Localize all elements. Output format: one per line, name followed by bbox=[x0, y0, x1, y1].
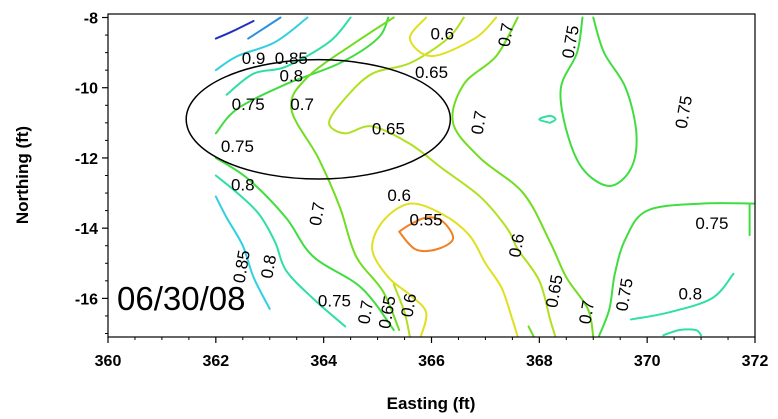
contour-label: 0.6 bbox=[398, 292, 421, 319]
contour-line-0.8 bbox=[214, 174, 347, 328]
x-tick-label: 368 bbox=[526, 353, 553, 370]
contour-label: 0.8 bbox=[257, 253, 280, 280]
contour-line-0.55 bbox=[398, 216, 455, 252]
contour-line-0.95 bbox=[214, 20, 255, 40]
contour-line-0.6 bbox=[408, 16, 498, 58]
contour-label: 0.7 bbox=[575, 299, 598, 326]
contour-label: 0.65 bbox=[375, 294, 399, 330]
x-axis: 360 362 364 366 368 370 372 bbox=[95, 337, 769, 370]
contour-line-0.8 bbox=[662, 328, 703, 337]
x-tick-label: 360 bbox=[95, 353, 122, 370]
contour-label: 0.9 bbox=[242, 49, 266, 68]
y-tick-label: -16 bbox=[75, 291, 98, 308]
contour-line-0.85 bbox=[214, 195, 271, 310]
contour-label: 0.55 bbox=[410, 211, 443, 230]
y-tick-label: -12 bbox=[75, 151, 98, 168]
y-tick-label: -10 bbox=[75, 81, 98, 98]
x-tick-label: 362 bbox=[202, 353, 229, 370]
contour-line-0.75 bbox=[597, 202, 755, 337]
contour-label: 0.75 bbox=[612, 277, 636, 313]
contour-line-0.75 bbox=[214, 156, 395, 331]
contour-line-0.75 bbox=[559, 16, 638, 188]
contour-line-0.85 bbox=[214, 16, 309, 72]
contour-label: 0.65 bbox=[415, 63, 448, 82]
contour-label: 0.7 bbox=[354, 299, 377, 326]
y-axis-title: Northing (ft) bbox=[13, 126, 32, 224]
contour-label: 0.75 bbox=[672, 94, 696, 130]
contour-label: 0.6 bbox=[505, 232, 528, 259]
date-annotation: 06/30/08 bbox=[117, 280, 245, 317]
contour-lines bbox=[214, 16, 755, 337]
x-tick-label: 366 bbox=[418, 353, 445, 370]
contour-label: 0.8 bbox=[279, 67, 303, 86]
contour-line-0.8 bbox=[629, 272, 735, 321]
y-axis: -16 -14 -12 -10 -8 bbox=[75, 11, 108, 334]
contour-line-0.6 bbox=[371, 202, 519, 337]
contour-line-0.7 bbox=[451, 16, 595, 337]
contour-label: 0.75 bbox=[221, 137, 254, 156]
x-tick-label: 370 bbox=[634, 353, 661, 370]
x-tick-label: 372 bbox=[742, 353, 769, 370]
contour-label: 0.6 bbox=[430, 25, 454, 44]
contour-line-0.8 bbox=[225, 16, 352, 96]
contour-label: 0.85 bbox=[275, 49, 308, 68]
contour-label: 0.65 bbox=[372, 119, 405, 138]
contour-line-0.9 bbox=[247, 16, 282, 40]
contour-line-0.65 bbox=[392, 283, 411, 337]
contour-line-0.7 bbox=[290, 16, 401, 331]
contour-label: 0.7 bbox=[495, 22, 518, 49]
contour-label: 0.75 bbox=[558, 24, 582, 60]
contour-line-0.8 bbox=[538, 114, 557, 124]
contour-labels: 0.9 0.850.80.75 0.70.750.80.85 0.80.70.75 0.… bbox=[221, 22, 729, 331]
contour-label: 0.75 bbox=[318, 291, 351, 310]
contour-label: 0.7 bbox=[290, 95, 314, 114]
y-tick-label: -14 bbox=[75, 221, 98, 238]
y-tick-label: -8 bbox=[84, 11, 98, 28]
x-tick-label: 364 bbox=[310, 353, 337, 370]
contour-label: 0.7 bbox=[306, 201, 329, 228]
contour-line-0.7 bbox=[527, 325, 535, 337]
contour-label: 0.75 bbox=[232, 95, 265, 114]
x-axis-title: Easting (ft) bbox=[387, 394, 476, 413]
contour-label: 0.65 bbox=[542, 273, 566, 309]
contour-label: 0.8 bbox=[231, 176, 255, 195]
contour-label: 0.8 bbox=[678, 284, 702, 303]
contour-label: 0.75 bbox=[695, 214, 728, 233]
contour-line-0.75 bbox=[214, 16, 390, 135]
contour-label: 0.6 bbox=[387, 186, 411, 205]
contour-label: 0.7 bbox=[468, 109, 491, 136]
highlight-ellipse bbox=[185, 58, 452, 180]
